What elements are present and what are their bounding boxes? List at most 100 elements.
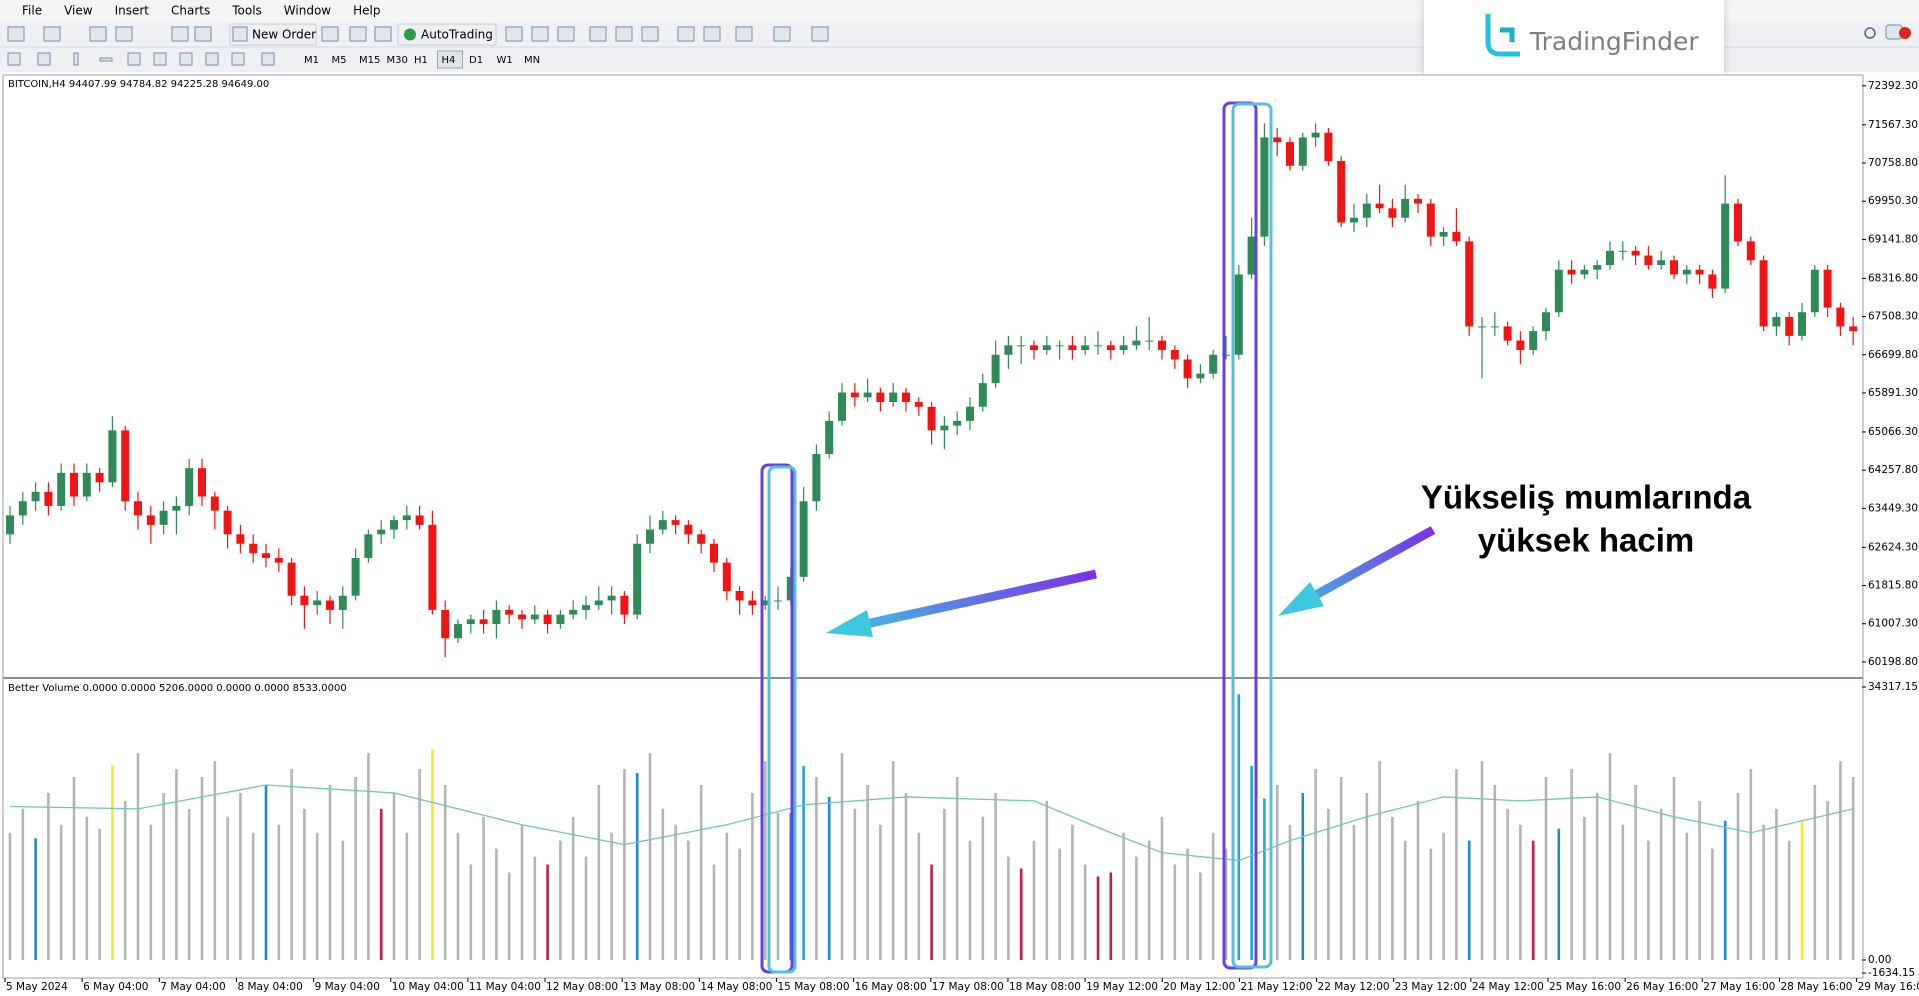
icon-profiles[interactable] xyxy=(43,26,61,42)
icon-vline[interactable] xyxy=(73,52,79,66)
candle-body xyxy=(748,600,757,606)
new-order-label[interactable]: New Order xyxy=(252,28,316,42)
icon-new-order[interactable] xyxy=(232,26,248,42)
timeframe-button[interactable]: M15 xyxy=(359,55,380,66)
icon-zoom-out[interactable] xyxy=(615,26,633,42)
toolbar-icons xyxy=(7,23,829,66)
timeframe-button[interactable]: H4 xyxy=(442,55,456,66)
timeframe-button[interactable]: M5 xyxy=(332,55,347,66)
icon-metaeditor[interactable] xyxy=(321,26,339,42)
candle-body xyxy=(351,557,360,596)
search-icon[interactable] xyxy=(1864,27,1876,39)
icon-hline[interactable] xyxy=(99,57,113,62)
icon-autoscroll[interactable] xyxy=(677,26,695,42)
volume-bar xyxy=(1851,777,1855,960)
candle-body xyxy=(1836,307,1845,327)
icon-candles[interactable] xyxy=(531,26,549,42)
candle-body xyxy=(646,529,654,544)
menu-item[interactable]: File xyxy=(22,4,42,18)
icon-fibo[interactable] xyxy=(179,52,193,66)
candle-body xyxy=(223,510,232,535)
x-tick-label: 26 May 16:00 xyxy=(1626,981,1698,993)
timeframe-button[interactable]: M1 xyxy=(304,55,319,66)
timeframe-button[interactable]: W1 xyxy=(497,55,513,66)
candle-body xyxy=(1234,274,1243,355)
candle-body xyxy=(1490,326,1499,328)
y-tick-label: 67508.30 xyxy=(1868,311,1918,323)
x-tick-label: 29 May 16:00 xyxy=(1858,981,1919,993)
icon-label[interactable] xyxy=(231,52,245,66)
icon-data-window[interactable] xyxy=(115,26,133,42)
candle-body xyxy=(326,600,334,610)
y-tick-label: 66699.80 xyxy=(1868,349,1918,361)
icon-indicators[interactable] xyxy=(735,26,753,42)
icon-line-chart[interactable] xyxy=(557,26,575,42)
icon-zoom-in[interactable] xyxy=(589,26,607,42)
y-tick-label: 71567.30 xyxy=(1868,119,1918,131)
candle-body xyxy=(1670,260,1678,275)
volume-bar xyxy=(1403,840,1407,960)
icon-bar-chart[interactable] xyxy=(505,26,523,42)
volume-bar xyxy=(917,832,921,960)
volume-bar xyxy=(1263,798,1266,960)
volume-bar xyxy=(520,824,524,960)
timeframe-button[interactable]: H1 xyxy=(414,55,428,66)
menu-item[interactable]: Help xyxy=(353,4,380,18)
menu-item[interactable]: Tools xyxy=(231,4,262,18)
volume-bar xyxy=(1352,824,1356,960)
timeframe-button[interactable]: MN xyxy=(524,55,540,66)
menu-item[interactable]: Insert xyxy=(115,4,150,18)
candle-body xyxy=(210,496,219,511)
icon-shift[interactable] xyxy=(703,26,721,42)
volume-bar xyxy=(674,824,677,960)
candle-body xyxy=(1337,161,1346,223)
candle-body xyxy=(1068,345,1077,351)
menu-item[interactable]: Charts xyxy=(171,4,210,18)
icon-crosshair[interactable] xyxy=(37,52,51,66)
y-tick-label: 63449.30 xyxy=(1868,502,1918,514)
volume-bar xyxy=(328,784,332,960)
x-tick-label: 8 May 04:00 xyxy=(237,981,302,993)
candle-body xyxy=(902,392,910,403)
autotrading-button[interactable] xyxy=(397,23,497,46)
y-tick-label: 65066.30 xyxy=(1868,426,1918,438)
candle-body xyxy=(185,468,194,506)
timeframe-button[interactable]: D1 xyxy=(469,55,483,66)
icon-terminal[interactable] xyxy=(194,26,212,42)
candle-body xyxy=(402,515,411,521)
timeframe-button[interactable]: M30 xyxy=(387,55,408,66)
volume-bar xyxy=(1455,769,1458,960)
icon-text[interactable] xyxy=(205,52,219,66)
icon-channel[interactable] xyxy=(153,52,167,66)
candle-body xyxy=(1478,326,1486,328)
volume-bar xyxy=(1109,872,1113,960)
icon-signals[interactable] xyxy=(349,26,367,42)
volume-bar xyxy=(354,777,357,960)
y-tick-label: 72392.30 xyxy=(1868,80,1918,92)
volume-bar xyxy=(443,784,447,960)
menu-item[interactable]: View xyxy=(64,4,93,18)
volume-bar xyxy=(1186,848,1189,960)
volume-bar xyxy=(1787,840,1791,960)
volume-bar xyxy=(1135,856,1138,960)
icon-new-chart[interactable] xyxy=(7,26,25,42)
icon-cursor[interactable] xyxy=(7,52,21,66)
icon-navigator[interactable] xyxy=(171,26,189,42)
volume-bar xyxy=(456,832,460,960)
candle-body xyxy=(415,515,424,525)
icon-periods[interactable] xyxy=(773,26,791,42)
icon-market[interactable] xyxy=(374,26,392,42)
menu-item[interactable]: Window xyxy=(284,4,332,18)
volume-bar xyxy=(1301,792,1305,960)
volume-bar xyxy=(1199,872,1202,960)
icon-tile[interactable] xyxy=(641,26,659,42)
icon-trendline[interactable] xyxy=(127,52,141,66)
autotrading-label[interactable]: AutoTrading xyxy=(421,28,493,42)
new-order-button[interactable] xyxy=(229,23,317,46)
annotation-text: yüksek hacim xyxy=(1478,522,1694,559)
icon-templates[interactable] xyxy=(811,26,829,42)
volume-bar xyxy=(1083,864,1087,960)
icon-market-watch[interactable] xyxy=(89,26,107,42)
icon-arrows[interactable] xyxy=(261,52,275,66)
